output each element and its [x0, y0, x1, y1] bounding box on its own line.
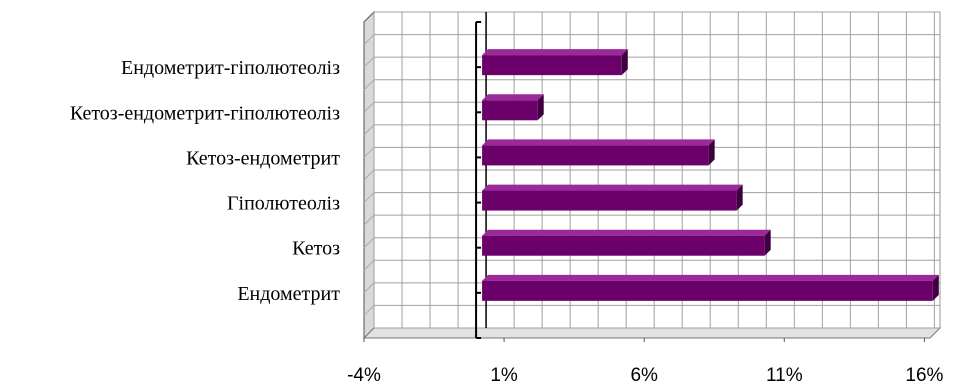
bar-front — [482, 55, 622, 76]
bar — [482, 274, 939, 301]
floor — [362, 327, 942, 339]
wall-stripe — [363, 147, 375, 158]
wall-stripe — [363, 124, 375, 136]
wall-stripe — [363, 56, 375, 68]
bar-top — [482, 94, 544, 101]
bar-side — [736, 184, 743, 211]
bar-side — [537, 94, 544, 121]
category-label: Кетоз — [292, 238, 340, 260]
wall-stripe — [363, 214, 375, 226]
bar — [482, 49, 628, 76]
category-label: Кетоз-ендометрит — [186, 147, 340, 169]
wall-stripe — [363, 237, 375, 249]
category-label: Гіполютеоліз — [227, 193, 340, 215]
category-label: Кетоз-ендометрит-гіполютеоліз — [70, 102, 340, 124]
wall-stripe — [363, 101, 375, 113]
wall-stripe — [363, 282, 375, 294]
bar — [482, 229, 771, 256]
wall-stripe — [363, 192, 375, 203]
x-tick-labels: -4% 1% 6% 11% 16% — [347, 338, 944, 386]
bar-front — [482, 190, 737, 211]
category-labels: Ендометрит-гіполютеоліз Кетоз-ендометрит-… — [70, 57, 340, 305]
x-tick-label: 16% — [905, 365, 943, 386]
bars — [482, 49, 939, 301]
bar-top — [482, 49, 628, 56]
bar-front — [482, 100, 538, 121]
x-tick-label: 6% — [630, 365, 658, 386]
bar — [482, 184, 743, 211]
bar-front — [482, 145, 709, 166]
bar-front — [482, 280, 933, 301]
bar-side — [764, 229, 771, 256]
bar-front — [482, 235, 765, 256]
wall-stripe — [363, 305, 375, 316]
bar-top — [482, 229, 771, 236]
bar-top — [482, 184, 743, 191]
x-tick-label: -4% — [347, 365, 381, 386]
x-tick-label: 11% — [766, 365, 803, 386]
x-tick-label: 1% — [490, 365, 518, 386]
category-label: Ендометрит — [237, 283, 340, 305]
bar — [482, 139, 715, 166]
wall-stripe — [363, 79, 375, 91]
bar-side — [621, 49, 628, 76]
category-label: Ендометрит-гіполютеоліз — [121, 57, 340, 79]
wall-stripe — [363, 169, 375, 181]
bar-top — [482, 274, 939, 281]
wall-stripe — [363, 259, 375, 271]
bar — [482, 94, 544, 121]
wall-stripe — [363, 34, 375, 45]
bar-top — [482, 139, 715, 146]
bar-side — [708, 139, 715, 166]
bar-side — [932, 274, 939, 301]
